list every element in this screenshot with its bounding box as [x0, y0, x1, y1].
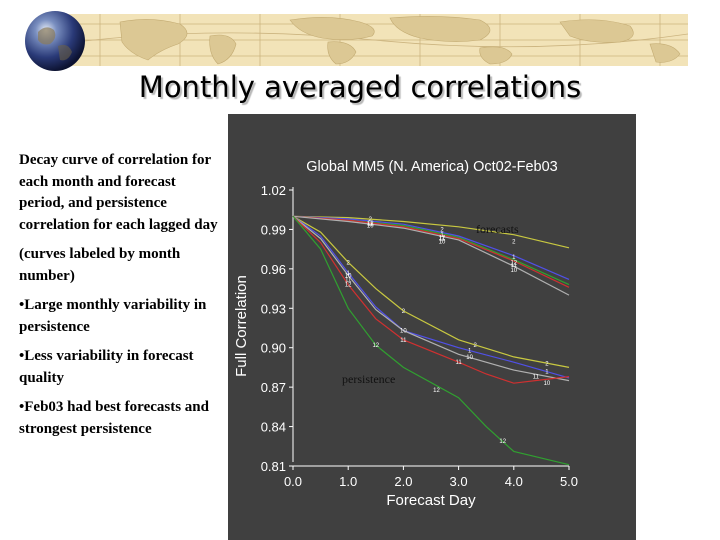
series-label: 11 [455, 360, 462, 366]
forecast-series-line-11 [292, 215, 570, 288]
note-persistence-variability: •Large monthly variability in persistenc… [19, 297, 207, 335]
series-label: 12 [439, 235, 446, 241]
series-label: 2 [473, 343, 477, 349]
y-tick-label: 0.81 [261, 459, 286, 474]
persistence-annotation: persistence [342, 372, 395, 386]
series-label: 11 [367, 222, 374, 228]
series-label: 1 [468, 348, 472, 354]
note-description: Decay curve of correlation for each mont… [19, 152, 218, 233]
notes-panel: Decay curve of correlation for each mont… [19, 150, 224, 448]
series-label: 1 [545, 369, 549, 375]
note-feb03: •Feb03 had best forecasts and strongest … [19, 399, 209, 437]
x-tick-label: 3.0 [450, 474, 468, 489]
series-label: 2 [369, 217, 373, 223]
persistence-series-line-10 [292, 215, 570, 382]
series-label: 10 [439, 239, 446, 245]
series-label: 11 [533, 375, 540, 381]
world-map-banner [60, 14, 688, 66]
series-label: 1 [440, 233, 444, 239]
series-label: 12 [367, 221, 374, 227]
series-label: 2 [512, 239, 516, 245]
series-label: 12 [433, 388, 440, 394]
y-axis-title: Full Correlation [233, 275, 250, 377]
persistence-series-line-11 [292, 215, 570, 384]
forecast-series-line-10 [292, 215, 570, 296]
y-tick-label: 0.96 [261, 262, 286, 277]
y-tick-label: 1.02 [261, 183, 286, 198]
series-label: 12 [372, 343, 379, 349]
series-label: 12 [345, 283, 352, 289]
x-axis-title: Forecast Day [386, 492, 476, 509]
y-tick-label: 0.90 [261, 341, 286, 356]
x-tick-label: 1.0 [339, 474, 357, 489]
x-tick-label: 4.0 [505, 474, 523, 489]
y-tick-label: 0.93 [261, 301, 286, 316]
series-label: 11 [400, 338, 407, 344]
correlation-chart: Global MM5 (N. America) Oct02-Feb03 0.81… [233, 159, 578, 509]
x-tick-label: 5.0 [560, 474, 578, 489]
series-label: 10 [544, 381, 551, 387]
series-label: 11 [439, 237, 446, 243]
slide-title: Monthly averaged correlations [138, 70, 582, 104]
series-label: 2 [402, 309, 406, 315]
globe-icon [24, 10, 86, 72]
y-tick-label: 0.99 [261, 222, 286, 237]
persistence-series-line-12 [292, 215, 570, 466]
y-tick-label: 0.84 [261, 420, 286, 435]
series-label: 10 [345, 273, 352, 279]
series-label: 12 [499, 439, 506, 445]
x-tick-label: 0.0 [284, 474, 302, 489]
series-label: 2 [440, 227, 444, 233]
persistence-series-line-1 [292, 215, 570, 379]
note-forecast-variability: •Less variability in forecast quality [19, 348, 194, 386]
series-label: 2 [347, 260, 351, 266]
series-label: 10 [400, 329, 407, 335]
series-label: 11 [511, 263, 518, 269]
forecast-series-line-1 [292, 215, 570, 280]
persistence-series-line-2 [292, 215, 570, 368]
series-label: 11 [345, 277, 352, 283]
series-label: 10 [510, 268, 517, 274]
chart-title: Global MM5 (N. America) Oct02-Feb03 [306, 159, 557, 175]
note-curve-labels: (curves labeled by month number) [19, 246, 181, 284]
series-label: 1 [347, 271, 351, 277]
series-label: 12 [510, 260, 517, 266]
series-label: 2 [545, 361, 549, 367]
chart-panel: Global MM5 (N. America) Oct02-Feb03 0.81… [228, 114, 636, 540]
forecast-series-line-2 [292, 215, 570, 249]
x-tick-label: 2.0 [394, 474, 412, 489]
forecast-series-line-12 [292, 215, 570, 286]
y-tick-label: 0.87 [261, 380, 286, 395]
series-label: 10 [367, 223, 374, 229]
forecasts-annotation: forecasts [476, 222, 519, 236]
series-label: 1 [512, 255, 516, 261]
series-label: 10 [466, 355, 473, 361]
